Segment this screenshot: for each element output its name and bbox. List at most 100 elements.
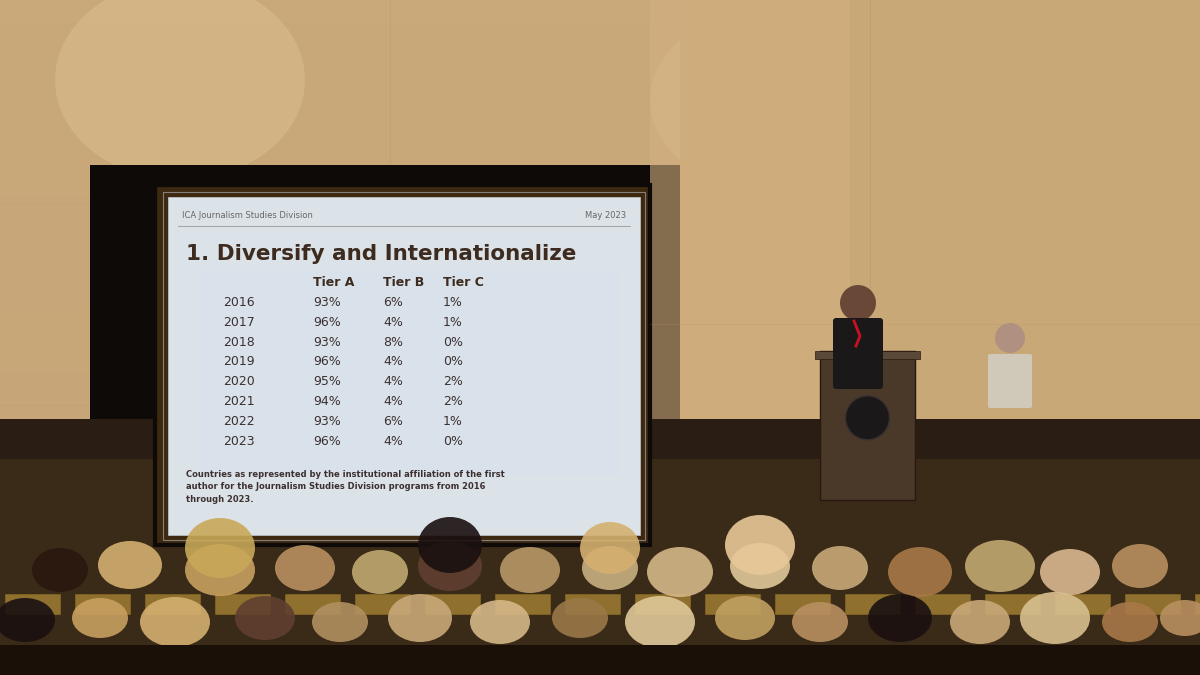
Ellipse shape: [388, 594, 452, 642]
Ellipse shape: [1040, 549, 1100, 595]
Text: May 2023: May 2023: [584, 211, 626, 220]
Text: 2018: 2018: [223, 335, 254, 348]
Text: 4%: 4%: [383, 396, 403, 408]
Bar: [0, 395, 1200, 416]
Text: 8%: 8%: [383, 335, 403, 348]
Bar: [0, 88, 1200, 110]
Text: 2%: 2%: [443, 375, 463, 388]
Text: 0%: 0%: [443, 335, 463, 348]
Ellipse shape: [55, 0, 305, 180]
Text: 96%: 96%: [313, 435, 341, 448]
Ellipse shape: [552, 598, 608, 638]
Bar: [706, 594, 760, 614]
Bar: [1055, 594, 1110, 614]
Ellipse shape: [72, 598, 128, 638]
Bar: [0, 459, 1200, 675]
Text: Tier C: Tier C: [443, 276, 484, 289]
Ellipse shape: [185, 518, 256, 578]
Circle shape: [840, 285, 876, 321]
Text: 93%: 93%: [313, 296, 341, 308]
Bar: [0, 416, 1200, 439]
Text: 2017: 2017: [223, 316, 254, 329]
Ellipse shape: [965, 540, 1034, 592]
Bar: [845, 594, 900, 614]
Bar: [0, 329, 1200, 351]
Text: ICA Journalism Studies Division: ICA Journalism Studies Division: [182, 211, 313, 220]
Bar: [496, 594, 550, 614]
Text: 4%: 4%: [383, 356, 403, 369]
Bar: [0, 351, 1200, 373]
Ellipse shape: [185, 544, 256, 596]
Text: 0%: 0%: [443, 356, 463, 369]
Text: 95%: 95%: [313, 375, 341, 388]
Bar: [680, 0, 1200, 486]
Bar: [0, 307, 1200, 329]
Ellipse shape: [792, 602, 848, 642]
Bar: [0, 0, 1200, 439]
Ellipse shape: [582, 546, 638, 590]
Ellipse shape: [0, 598, 55, 642]
Circle shape: [995, 323, 1025, 353]
Bar: [74, 594, 130, 614]
Text: 2023: 2023: [223, 435, 254, 448]
Bar: [0, 197, 1200, 219]
Ellipse shape: [140, 597, 210, 647]
Ellipse shape: [312, 602, 368, 642]
Text: 4%: 4%: [383, 316, 403, 329]
Bar: [0, 44, 1200, 66]
Bar: [0, 176, 1200, 197]
Ellipse shape: [32, 548, 88, 592]
Ellipse shape: [418, 541, 482, 591]
Bar: [985, 594, 1040, 614]
Text: 2021: 2021: [223, 396, 254, 408]
Ellipse shape: [352, 550, 408, 594]
Bar: [168, 197, 640, 535]
Ellipse shape: [730, 543, 790, 589]
Bar: [198, 272, 620, 475]
Bar: [650, 0, 850, 486]
Bar: [635, 594, 690, 614]
Ellipse shape: [235, 596, 295, 640]
Text: 1. Diversify and Internationalize: 1. Diversify and Internationalize: [186, 244, 576, 265]
Ellipse shape: [715, 596, 775, 640]
Ellipse shape: [580, 522, 640, 574]
Ellipse shape: [418, 517, 482, 573]
FancyBboxPatch shape: [988, 354, 1032, 408]
Bar: [0, 22, 1200, 44]
Bar: [215, 594, 270, 614]
Text: Tier A: Tier A: [313, 276, 354, 289]
Ellipse shape: [647, 547, 713, 597]
Bar: [820, 351, 916, 500]
Bar: [0, 219, 1200, 242]
Bar: [0, 373, 1200, 395]
Text: 93%: 93%: [313, 415, 341, 428]
Bar: [1126, 594, 1180, 614]
Bar: [775, 594, 830, 614]
Text: 93%: 93%: [313, 335, 341, 348]
Text: 4%: 4%: [383, 375, 403, 388]
Ellipse shape: [98, 541, 162, 589]
Text: 1%: 1%: [443, 316, 463, 329]
Text: 94%: 94%: [313, 396, 341, 408]
Bar: [0, 132, 1200, 154]
Bar: [0, 263, 1200, 285]
Ellipse shape: [625, 596, 695, 648]
Bar: [0, 0, 1200, 22]
Ellipse shape: [950, 600, 1010, 644]
Bar: [355, 594, 410, 614]
Bar: [90, 165, 710, 560]
Ellipse shape: [1160, 600, 1200, 636]
Bar: [0, 242, 1200, 263]
Bar: [815, 351, 920, 359]
Bar: [0, 66, 1200, 88]
Ellipse shape: [888, 547, 952, 597]
Bar: [5, 594, 60, 614]
Bar: [916, 594, 970, 614]
Bar: [0, 110, 1200, 132]
Text: 2016: 2016: [223, 296, 254, 308]
Ellipse shape: [812, 546, 868, 590]
Bar: [565, 594, 620, 614]
Bar: [145, 594, 200, 614]
Ellipse shape: [1020, 592, 1090, 644]
Text: 4%: 4%: [383, 435, 403, 448]
